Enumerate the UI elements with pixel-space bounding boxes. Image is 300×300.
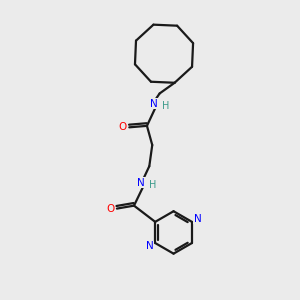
Text: N: N [150, 99, 158, 109]
Text: O: O [106, 204, 115, 214]
Text: O: O [119, 122, 127, 132]
Text: H: H [148, 180, 156, 190]
Text: H: H [162, 101, 169, 111]
Text: N: N [137, 178, 145, 188]
Text: N: N [194, 214, 201, 224]
Text: N: N [146, 241, 154, 251]
